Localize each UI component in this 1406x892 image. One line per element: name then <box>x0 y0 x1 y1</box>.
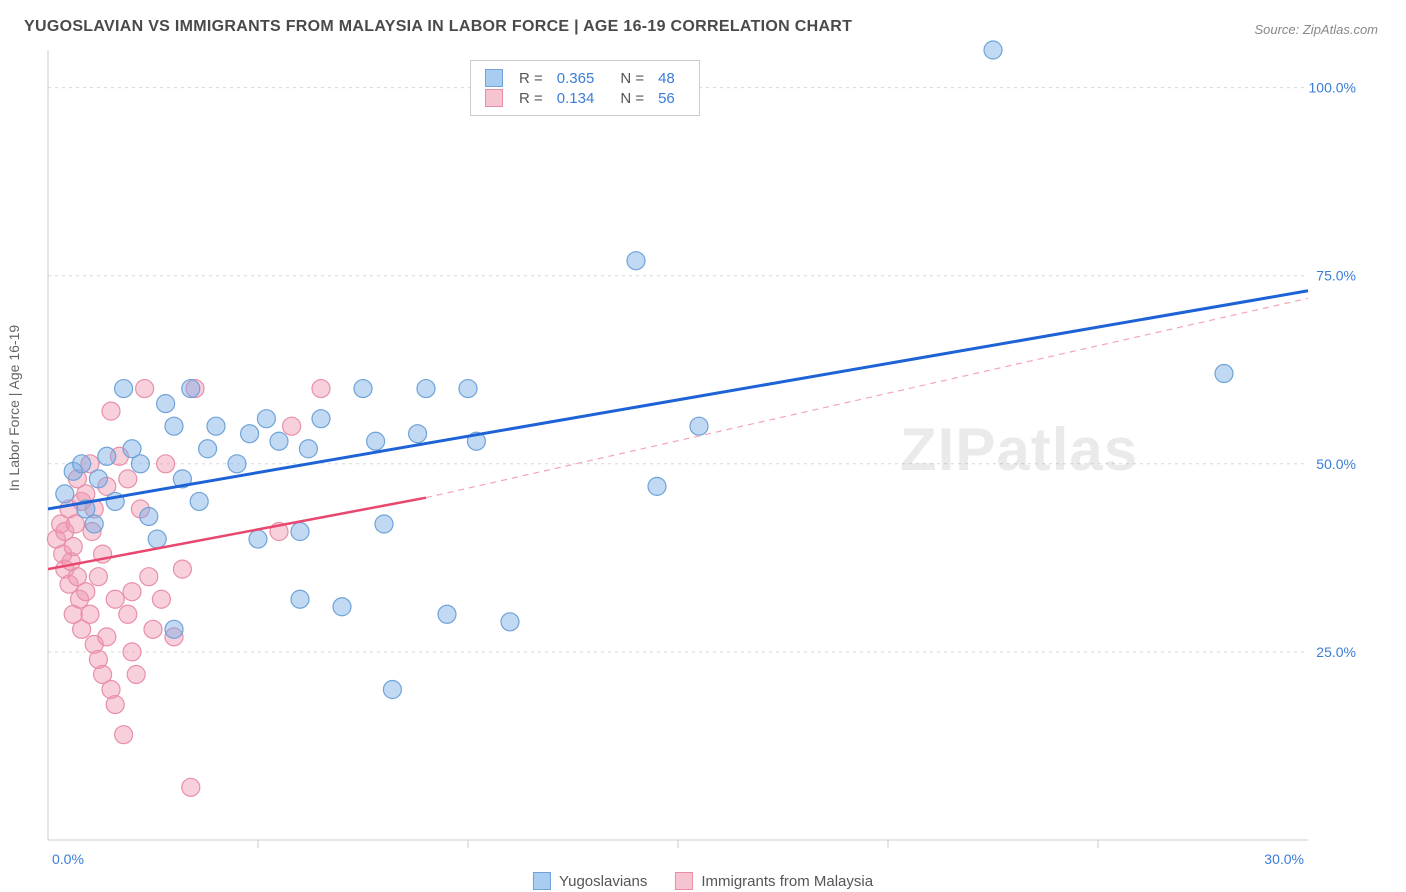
legend-item-malaysia: Immigrants from Malaysia <box>675 872 873 890</box>
svg-text:100.0%: 100.0% <box>1309 80 1356 96</box>
r-label: R = <box>519 70 543 87</box>
stats-row-malaysia: R = 0.134 N = 56 <box>485 89 685 107</box>
legend-label: Immigrants from Malaysia <box>701 873 873 890</box>
correlation-chart: 25.0% 50.0% 75.0% 100.0% 0.0% 30.0% <box>0 0 1406 892</box>
svg-text:75.0%: 75.0% <box>1316 268 1356 284</box>
swatch-malaysia-icon <box>485 89 503 107</box>
swatch-yugoslavians-icon <box>533 872 551 890</box>
stats-row-yugoslavians: R = 0.365 N = 48 <box>485 69 685 87</box>
swatch-malaysia-icon <box>675 872 693 890</box>
r-label: R = <box>519 90 543 107</box>
legend-item-yugoslavians: Yugoslavians <box>533 872 647 890</box>
legend-label: Yugoslavians <box>559 873 647 890</box>
svg-text:50.0%: 50.0% <box>1316 456 1356 472</box>
r-value-0: 0.365 <box>557 70 595 87</box>
r-value-1: 0.134 <box>557 90 595 107</box>
svg-text:0.0%: 0.0% <box>52 851 84 867</box>
n-label: N = <box>620 90 644 107</box>
swatch-yugoslavians-icon <box>485 69 503 87</box>
svg-text:30.0%: 30.0% <box>1264 851 1304 867</box>
n-value-1: 56 <box>658 90 675 107</box>
series-legend: Yugoslavians Immigrants from Malaysia <box>533 872 873 890</box>
stats-legend: R = 0.365 N = 48 R = 0.134 N = 56 <box>470 60 700 116</box>
svg-text:25.0%: 25.0% <box>1316 644 1356 660</box>
n-value-0: 48 <box>658 70 675 87</box>
n-label: N = <box>620 70 644 87</box>
